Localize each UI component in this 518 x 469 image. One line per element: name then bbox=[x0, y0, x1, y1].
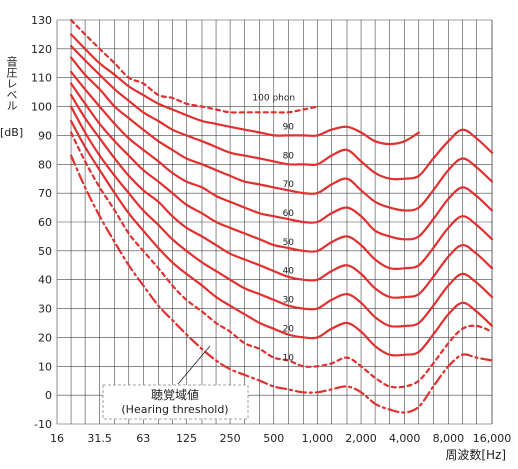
curve-label: 40 bbox=[283, 267, 295, 277]
series-lines bbox=[70, 18, 494, 414]
y-tick-label: 60 bbox=[38, 216, 52, 229]
phon-curve-50 bbox=[70, 82, 494, 271]
threshold-curve bbox=[70, 154, 494, 414]
annotation-line-2: (Hearing threshold) bbox=[121, 403, 228, 416]
y-tick-label: 50 bbox=[38, 245, 52, 258]
curve-label: 10 bbox=[283, 353, 295, 363]
y-tick-label: 120 bbox=[31, 43, 52, 56]
x-axis-title: 周波数[Hz] bbox=[445, 448, 506, 462]
y-tick-label: -10 bbox=[34, 418, 52, 431]
x-tick-label: 31.5 bbox=[87, 432, 112, 445]
annotation-box bbox=[102, 384, 249, 420]
curve-label: 60 bbox=[283, 209, 295, 219]
y-tick-label: 90 bbox=[38, 129, 52, 142]
y-tick-label: 30 bbox=[38, 303, 52, 316]
phon-curve-30 bbox=[70, 105, 494, 328]
x-tick-label: 63 bbox=[136, 432, 150, 445]
phon-curve-60 bbox=[70, 70, 494, 241]
x-tick-label: 500 bbox=[263, 432, 284, 445]
x-tick-label: 16 bbox=[50, 432, 64, 445]
x-tick-label: 16,000 bbox=[473, 432, 512, 445]
phon-curve-90 bbox=[70, 33, 420, 146]
y-tick-label: 100 bbox=[31, 101, 52, 114]
phon-curve-10 bbox=[70, 131, 494, 389]
x-tick-label: 250 bbox=[220, 432, 241, 445]
phon-curve-40 bbox=[70, 93, 494, 299]
phon-curve-100-phon bbox=[70, 18, 319, 114]
curve-label: 30 bbox=[283, 296, 295, 306]
x-tick-label: 8,000 bbox=[433, 432, 465, 445]
annotation-leader-line bbox=[177, 345, 211, 385]
y-axis-title: 音圧レベル bbox=[5, 56, 18, 111]
y-axis-ticks: -10 0 10 20 30 40 50 60 70 80 90 100 110 120 130 bbox=[31, 14, 52, 431]
curve-label: 70 bbox=[283, 180, 295, 190]
y-tick-label: 40 bbox=[38, 274, 52, 287]
curve-labels: 100 phon 90 80 70 60 50 40 30 20 10 bbox=[252, 94, 295, 364]
y-tick-label: 110 bbox=[31, 72, 52, 85]
y-tick-label: 20 bbox=[38, 331, 52, 344]
x-axis-ticks: 16 31.5 63 125 250 500 1,000 2,000 4,000 8,000 16,… bbox=[50, 432, 511, 445]
y-tick-label: 130 bbox=[31, 14, 52, 27]
phon-curve-80 bbox=[70, 44, 494, 181]
curve-label: 90 bbox=[283, 122, 295, 132]
phon-curve-70 bbox=[70, 56, 494, 212]
y-tick-label: 10 bbox=[38, 360, 52, 373]
y-tick-label: 80 bbox=[38, 158, 52, 171]
curve-label: 100 phon bbox=[252, 94, 295, 104]
x-tick-label: 1,000 bbox=[302, 432, 334, 445]
curve-label: 50 bbox=[283, 238, 295, 248]
annotation-line-1: 聴覚域値 bbox=[151, 387, 199, 402]
x-tick-label: 2,000 bbox=[345, 432, 377, 445]
x-tick-label: 4,000 bbox=[389, 432, 421, 445]
x-tick-label: 125 bbox=[176, 432, 197, 445]
curve-label: 20 bbox=[283, 324, 295, 334]
curve-label: 80 bbox=[283, 151, 295, 161]
threshold-annotation: 聴覚域値 (Hearing threshold) bbox=[102, 345, 249, 420]
y-tick-label: 0 bbox=[45, 389, 52, 402]
y-tick-label: 70 bbox=[38, 187, 52, 200]
phon-curve-20 bbox=[70, 119, 494, 357]
y-axis-unit: [dB] bbox=[0, 126, 24, 139]
